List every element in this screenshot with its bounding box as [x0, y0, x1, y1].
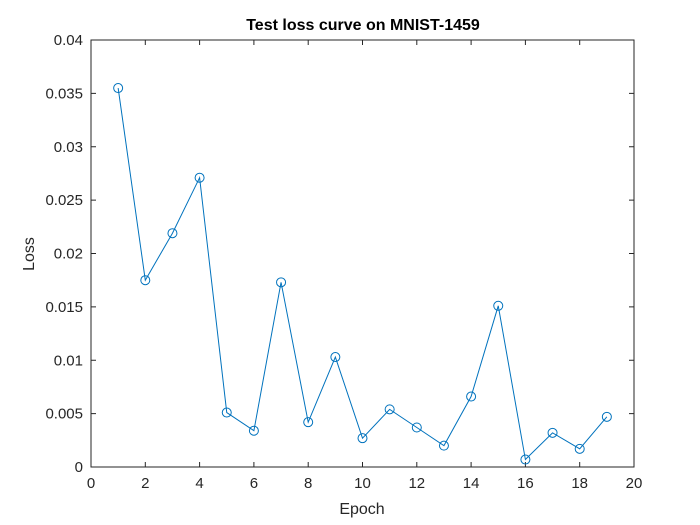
y-tick-label: 0.025 [45, 192, 83, 209]
loss-point-epoch-17 [547, 427, 558, 438]
loss-point-epoch-19 [601, 411, 612, 422]
loss-point-epoch-6 [248, 425, 259, 436]
y-tick-label: 0.005 [45, 406, 83, 423]
x-tick-label: 4 [195, 475, 203, 492]
x-tick-label: 10 [354, 475, 371, 492]
x-axis-label: Epoch [339, 501, 384, 518]
y-axis: 0 0.005 0.01 0.015 0.02 0.025 0.03 0.035 0.04 [45, 32, 634, 476]
loss-point-epoch-15 [493, 300, 504, 311]
x-tick-label: 12 [408, 475, 425, 492]
y-tick-label: 0.03 [54, 139, 83, 156]
y-tick-label: 0.035 [45, 85, 83, 102]
loss-point-epoch-2 [140, 275, 151, 286]
loss-point-epoch-7 [276, 277, 287, 288]
chart-title: Test loss curve on MNIST-1459 [246, 17, 480, 34]
x-tick-label: 2 [141, 475, 149, 492]
y-tick-label: 0.02 [54, 246, 83, 263]
x-tick-label: 8 [304, 475, 312, 492]
loss-point-epoch-9 [330, 352, 341, 363]
loss-point-epoch-4 [194, 172, 205, 183]
loss-point-epoch-5 [221, 407, 232, 418]
loss-point-epoch-13 [438, 440, 449, 451]
x-tick-label: 0 [87, 475, 95, 492]
y-tick-label: 0 [75, 459, 83, 476]
loss-point-epoch-11 [384, 404, 395, 415]
x-tick-label: 20 [626, 475, 643, 492]
loss-point-epoch-1 [113, 83, 124, 94]
loss-point-epoch-16 [520, 454, 531, 465]
y-axis-label: Loss [21, 237, 38, 271]
loss-point-epoch-10 [357, 433, 368, 444]
x-tick-label: 14 [463, 475, 480, 492]
series-layer [113, 83, 612, 465]
y-tick-label: 0.01 [54, 352, 83, 369]
loss-point-epoch-3 [167, 228, 178, 239]
x-tick-label: 18 [571, 475, 588, 492]
loss-point-epoch-8 [303, 417, 314, 428]
x-tick-label: 6 [250, 475, 258, 492]
loss-point-epoch-14 [466, 391, 477, 402]
loss-point-epoch-12 [411, 422, 422, 433]
y-tick-label: 0.015 [45, 299, 83, 316]
plot-area [90, 39, 635, 468]
loss-series-line [117, 87, 608, 461]
x-tick-label: 16 [517, 475, 534, 492]
x-axis: 0 2 4 6 8 10 12 14 16 18 20 [87, 40, 643, 492]
y-tick-label: 0.04 [54, 32, 83, 49]
loss-point-epoch-18 [574, 443, 585, 454]
